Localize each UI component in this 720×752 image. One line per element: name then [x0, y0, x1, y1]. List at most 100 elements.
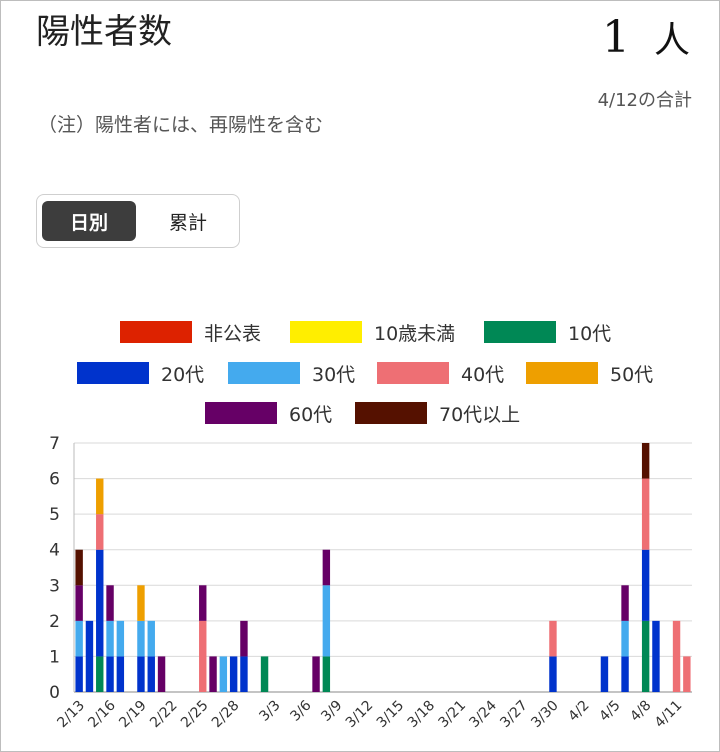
legend-swatch [526, 362, 598, 384]
count-value: 1 [601, 12, 630, 63]
x-tick-label: 2/19 [116, 698, 150, 732]
bar-segment [147, 620, 155, 657]
legend-item[interactable]: 20代 [77, 361, 205, 386]
bar-segment [652, 620, 660, 692]
y-tick-label: 4 [49, 541, 60, 561]
bar-segment [75, 585, 83, 621]
legend-item[interactable]: 70代以上 [355, 401, 521, 426]
bar-segment [137, 620, 145, 657]
legend-label: 60代 [289, 403, 333, 426]
x-tick-label: 3/3 [256, 698, 283, 725]
bar-segment [600, 656, 609, 692]
bar-segment [641, 620, 650, 692]
x-tick-label: 4/8 [627, 698, 654, 725]
bar-segment [641, 549, 650, 621]
x-tick-label: 4/2 [565, 698, 592, 725]
legend-swatch [290, 321, 362, 343]
bar-segment [199, 620, 207, 692]
bar-segment [683, 656, 691, 692]
y-tick-label: 2 [49, 612, 60, 632]
bar-segment [75, 620, 83, 657]
cumulative-toggle-button[interactable]: 累計 [168, 211, 207, 234]
bar-segment [260, 656, 269, 692]
legend-item[interactable]: 40代 [377, 361, 505, 386]
y-tick-label: 7 [49, 434, 60, 454]
bar-segment [322, 656, 331, 692]
legend-label: 非公表 [204, 322, 262, 345]
x-tick-label: 3/9 [318, 698, 345, 725]
legend-swatch [377, 362, 449, 384]
legend-item[interactable]: 10歳未満 [290, 320, 455, 345]
y-tick-label: 6 [49, 470, 60, 490]
legend-item[interactable]: 30代 [228, 361, 356, 386]
count-unit: 人 [653, 20, 690, 61]
bar-segment [75, 549, 83, 586]
legend-item[interactable]: 10代 [484, 320, 612, 345]
bar-segment [137, 585, 145, 621]
bar-segment [106, 620, 114, 657]
bar-segment [96, 478, 104, 515]
legend-label: 70代以上 [439, 403, 521, 426]
bar-segment [322, 549, 331, 586]
x-tick-label: 3/30 [528, 698, 562, 732]
legend-label: 20代 [161, 363, 205, 386]
bar-segment [322, 585, 331, 657]
legend-swatch [77, 362, 149, 384]
bar-segment [85, 620, 94, 692]
bar-segment [240, 620, 248, 657]
x-tick-label: 3/6 [287, 697, 314, 724]
x-tick-label: 3/21 [436, 698, 470, 732]
legend-label: 40代 [461, 363, 505, 386]
x-tick-label: 2/16 [85, 697, 119, 731]
bar-segment [621, 656, 629, 692]
x-tick-label: 4/11 [652, 698, 686, 732]
bar-segment [549, 620, 557, 657]
bar-segment [75, 656, 83, 692]
x-tick-label: 3/27 [497, 698, 531, 732]
page-title: 陽性者数 [36, 12, 172, 52]
bar-segment [147, 656, 155, 692]
bar-segment [240, 656, 248, 692]
total-date-label: 4/12の合計 [597, 90, 692, 111]
bar-segment [106, 656, 114, 692]
x-tick-label: 3/12 [343, 698, 377, 732]
legend-label: 50代 [610, 363, 654, 386]
x-tick-label: 2/22 [147, 698, 181, 732]
y-tick-label: 3 [49, 576, 60, 596]
bar-segment [621, 585, 629, 621]
bar-segment [106, 585, 114, 621]
legend-label: 30代 [312, 363, 356, 386]
legend-swatch [205, 402, 277, 424]
bar-segment [157, 656, 166, 692]
legend-swatch [355, 402, 427, 424]
bar-segment [621, 620, 629, 657]
legend-swatch [120, 321, 192, 343]
daily-toggle-button[interactable]: 日別 [42, 201, 136, 241]
x-tick-label: 3/24 [466, 697, 500, 731]
bar-segment [116, 620, 125, 657]
bar-segment [219, 656, 228, 692]
view-toggle: 日別 累計 [36, 194, 240, 248]
bar-segment [137, 656, 145, 692]
bar-segment [199, 585, 207, 621]
bar-segment [96, 514, 104, 550]
note-text: （注）陽性者には、再陽性を含む [38, 114, 324, 136]
bar-segment [641, 478, 650, 550]
legend-item[interactable]: 60代 [205, 401, 333, 426]
y-tick-label: 5 [49, 505, 60, 525]
x-tick-label: 3/18 [405, 698, 439, 732]
total-count: 1 人 [602, 12, 690, 67]
legend-item[interactable]: 非公表 [120, 320, 262, 345]
bar-segment [96, 656, 104, 692]
bar-segment [549, 656, 557, 692]
x-tick-label: 2/25 [178, 698, 212, 732]
legend-swatch [484, 321, 556, 343]
x-tick-label: 2/28 [209, 698, 243, 732]
bar-segment [312, 656, 320, 692]
legend-label: 10代 [568, 322, 612, 345]
legend-item[interactable]: 50代 [526, 361, 654, 386]
bar-segment [641, 443, 650, 479]
bar-segment [672, 620, 681, 692]
bar-segment [209, 656, 217, 692]
